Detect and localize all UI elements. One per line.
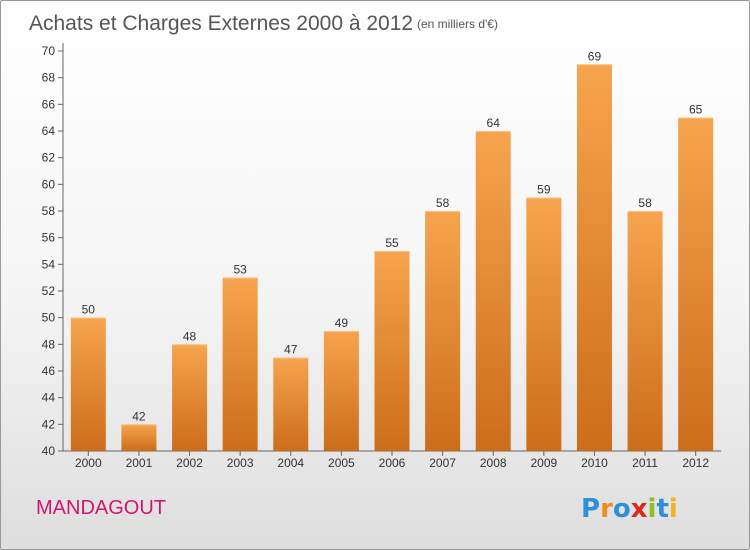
- y-tick-label: 68: [42, 71, 56, 85]
- y-tick-label: 66: [42, 97, 56, 111]
- bar: [172, 344, 208, 451]
- bar-value-label: 58: [436, 196, 450, 210]
- x-tick-label: 2007: [429, 456, 456, 470]
- bar-value-label: 42: [132, 409, 146, 423]
- x-tick-label: 2002: [176, 456, 203, 470]
- bar-value-label: 65: [689, 103, 703, 117]
- chart-title: Achats et Charges Externes 2000 à 2012: [29, 12, 413, 35]
- y-tick-label: 62: [42, 151, 56, 165]
- x-tick-label: 2006: [379, 456, 406, 470]
- bar-value-label: 69: [588, 49, 602, 63]
- x-tick-label: 2003: [227, 456, 254, 470]
- x-tick-label: 2001: [126, 456, 153, 470]
- y-tick-label: 48: [42, 337, 56, 351]
- y-tick-label: 58: [42, 204, 56, 218]
- y-tick-label: 60: [42, 177, 56, 191]
- y-tick-label: 50: [42, 311, 56, 325]
- bar-value-label: 53: [233, 263, 247, 277]
- y-tick-label: 52: [42, 284, 56, 298]
- x-tick-label: 2011: [632, 456, 658, 470]
- x-tick-label: 2009: [530, 456, 557, 470]
- bar: [273, 357, 309, 451]
- x-tick-label: 2010: [581, 456, 608, 470]
- chart-unit: (en milliers d'€): [417, 17, 498, 31]
- y-tick-label: 64: [42, 124, 56, 138]
- y-tick-label: 56: [42, 231, 56, 245]
- x-tick-label: 2000: [75, 456, 102, 470]
- bar: [70, 317, 106, 451]
- x-tick-label: 2005: [328, 456, 355, 470]
- bar-value-label: 64: [487, 116, 501, 130]
- bar-value-label: 55: [385, 236, 399, 250]
- bar: [678, 117, 714, 452]
- y-tick-label: 54: [42, 257, 56, 271]
- x-tick-label: 2004: [277, 456, 304, 470]
- bar: [627, 211, 663, 451]
- y-tick-label: 44: [42, 391, 56, 405]
- y-tick-label: 46: [42, 364, 56, 378]
- bar: [526, 197, 562, 451]
- bar: [121, 424, 157, 451]
- bar-value-label: 59: [537, 183, 551, 197]
- bar: [425, 211, 461, 451]
- bar: [576, 64, 612, 452]
- bar-value-label: 47: [284, 343, 298, 357]
- bars: 50 42 48 53 47 49 55 58 64 59 69 58 65: [70, 49, 714, 452]
- commune-name: MANDAGOUT: [36, 497, 166, 519]
- y-tick-label: 70: [42, 44, 56, 58]
- proxiti-logo: Proxiti: [581, 494, 678, 524]
- bar-value-label: 58: [638, 196, 652, 210]
- bar: [323, 331, 359, 451]
- bar: [222, 277, 258, 451]
- y-tick-label: 40: [42, 444, 56, 458]
- bar: [374, 251, 410, 451]
- bar: [475, 131, 511, 451]
- bar-value-label: 50: [82, 303, 96, 317]
- x-tick-label: 2008: [480, 456, 507, 470]
- bar-value-label: 49: [335, 316, 349, 330]
- y-tick-label: 42: [42, 417, 56, 431]
- x-tick-label: 2012: [682, 456, 709, 470]
- axes: 40 42 44 46 48 50 52 54 56 58 60 62 64 66 68 70 2000 2001…: [42, 43, 721, 470]
- bar-value-label: 48: [183, 329, 197, 343]
